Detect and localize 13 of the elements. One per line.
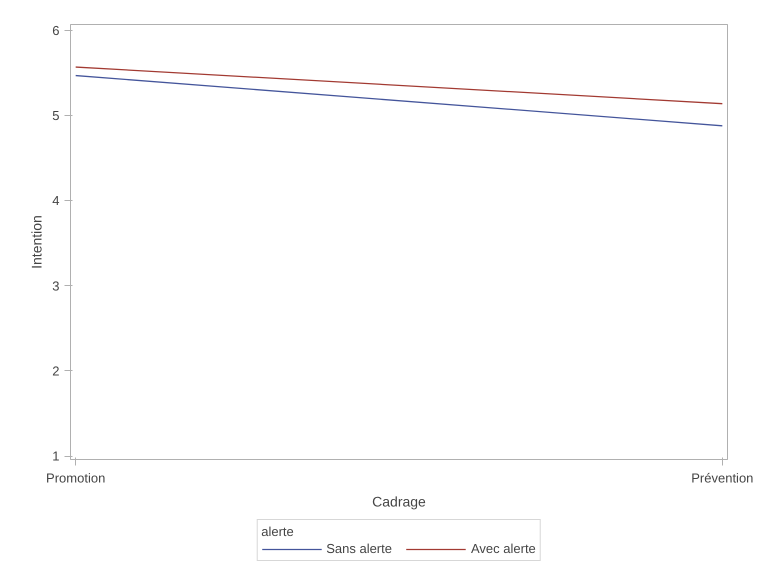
- x-tick-label: Prévention: [691, 470, 754, 486]
- legend-title: alerte: [261, 524, 295, 539]
- y-tick-label: 4: [52, 193, 60, 208]
- y-tick-label: 2: [52, 363, 60, 378]
- legend-label: Avec alerte: [470, 541, 536, 556]
- y-tick-label: 1: [52, 448, 60, 464]
- y-tick-label: 3: [52, 278, 60, 294]
- y-tick-label: 5: [52, 108, 60, 124]
- y-tick-label: 6: [52, 22, 60, 38]
- x-axis-title: Cadrage: [372, 494, 426, 510]
- y-axis-title: Intention: [28, 215, 44, 269]
- legend-label: Sans alerte: [326, 541, 392, 556]
- x-tick-label: Promotion: [46, 470, 106, 486]
